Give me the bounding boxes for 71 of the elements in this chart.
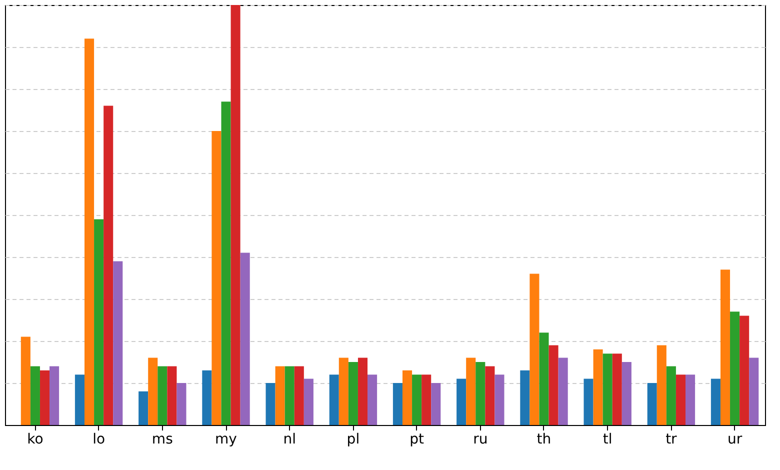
- bar: [485, 366, 495, 425]
- bar: [30, 366, 40, 425]
- x-tick-label: ru: [473, 432, 488, 448]
- bar: [647, 383, 657, 425]
- bar: [548, 345, 558, 425]
- bar: [148, 358, 158, 425]
- x-tick-label: nl: [283, 432, 296, 448]
- bar: [740, 316, 750, 425]
- bar: [167, 366, 177, 425]
- bar: [176, 383, 186, 425]
- bar: [104, 106, 114, 425]
- bar: [466, 358, 476, 425]
- bar: [622, 362, 632, 425]
- bar: [558, 358, 568, 425]
- bar: [412, 374, 422, 425]
- bar: [686, 374, 696, 425]
- x-tick-label: ur: [727, 432, 742, 448]
- bar: [402, 370, 412, 425]
- x-tick-label: ko: [27, 432, 44, 448]
- bar: [266, 383, 276, 425]
- bar: [392, 383, 402, 425]
- x-tick-label: th: [536, 432, 552, 448]
- x-tick-label: ms: [152, 432, 173, 448]
- bar: [202, 370, 212, 425]
- bar: [94, 219, 104, 425]
- bar: [329, 374, 339, 425]
- bar: [284, 366, 294, 425]
- bar: [50, 366, 60, 425]
- bar: [74, 374, 84, 425]
- bar: [720, 270, 730, 425]
- bar: [612, 354, 622, 425]
- x-tick-label: lo: [92, 432, 106, 448]
- bar: [368, 374, 378, 425]
- bar: [358, 358, 368, 425]
- bar: [730, 312, 740, 425]
- x-tick-label: tl: [602, 432, 612, 448]
- bar: [40, 370, 50, 425]
- bar: [749, 358, 759, 425]
- bar: [275, 366, 285, 425]
- bar: [656, 345, 666, 425]
- bar: [539, 332, 549, 425]
- bar: [520, 370, 530, 425]
- bar: [113, 261, 123, 425]
- bar: [676, 374, 686, 425]
- x-tick-label: tr: [666, 432, 678, 448]
- x-tick-label: pl: [346, 432, 360, 448]
- bar: [304, 378, 314, 425]
- bar: [530, 274, 540, 425]
- bar: [221, 102, 231, 425]
- bar: [422, 374, 432, 425]
- bar: [431, 383, 441, 425]
- bar: [494, 374, 504, 425]
- bar: [710, 378, 720, 425]
- bar: [593, 349, 603, 425]
- bar: [212, 131, 222, 425]
- bar: [138, 391, 148, 425]
- bar: [158, 366, 168, 425]
- bar: [84, 38, 94, 425]
- bar: [456, 378, 466, 425]
- bar: [20, 336, 30, 425]
- x-tick-label: pt: [410, 432, 424, 448]
- bar: [348, 362, 358, 425]
- bar: [230, 5, 240, 425]
- bar: [294, 366, 304, 425]
- bar: [240, 252, 250, 425]
- bar: [476, 362, 486, 425]
- x-tick-label: my: [215, 432, 237, 448]
- bar: [584, 378, 594, 425]
- bar: [338, 358, 348, 425]
- bar: [602, 354, 612, 425]
- bar: [666, 366, 676, 425]
